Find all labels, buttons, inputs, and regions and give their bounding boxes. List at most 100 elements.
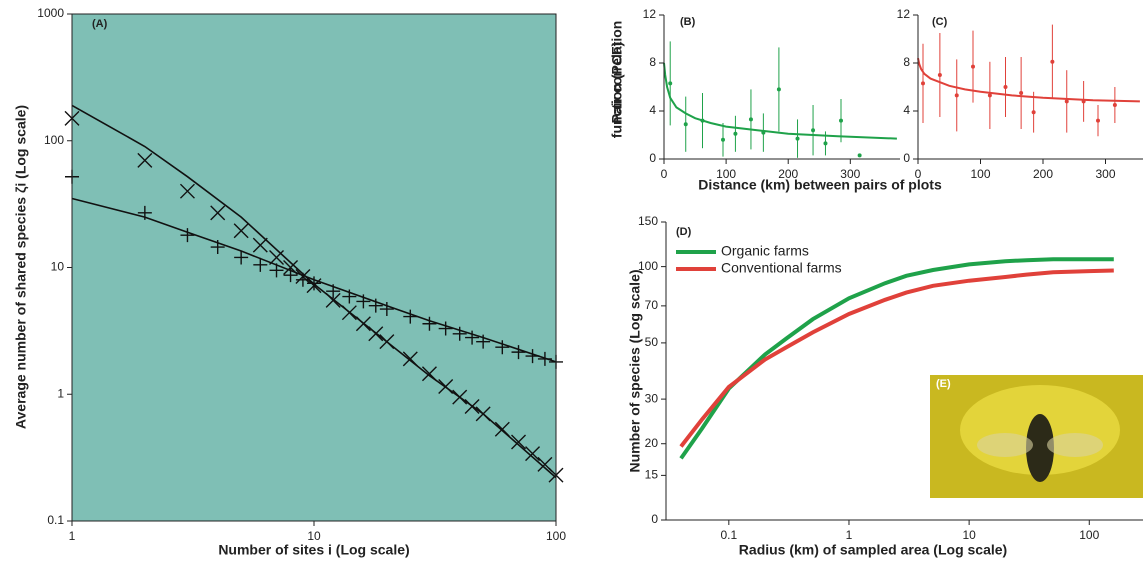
x-tick-label: 10 [307, 529, 321, 543]
x-tick-label: 0 [915, 167, 922, 181]
marker [511, 434, 527, 450]
point [795, 136, 800, 141]
legend-label: Conventional farms [721, 260, 842, 276]
marker [403, 309, 418, 324]
marker [342, 289, 357, 304]
marker [422, 316, 437, 331]
marker [179, 183, 195, 199]
y-tick-label: 4 [649, 103, 656, 117]
x-tick-label: 100 [546, 529, 566, 543]
series-line [679, 268, 1114, 448]
x-tick-label: 1 [69, 529, 76, 543]
x-tick-label: 0.1 [720, 528, 737, 542]
marker [368, 326, 384, 342]
point [1019, 91, 1024, 95]
marker [269, 249, 285, 265]
point [823, 141, 828, 146]
point [721, 137, 725, 142]
marker [438, 321, 453, 336]
panel-label: (A) [92, 18, 108, 30]
marker [356, 294, 371, 309]
y-tick-label: 10 [51, 260, 65, 274]
marker [525, 349, 540, 364]
point [776, 87, 781, 92]
marker [452, 389, 468, 405]
marker [379, 302, 394, 317]
fly-photo [930, 375, 1143, 498]
marker [475, 406, 491, 422]
marker [269, 263, 284, 278]
marker [307, 276, 321, 291]
point [700, 118, 705, 123]
point [921, 81, 925, 86]
y-tick-label: 70 [645, 298, 659, 312]
point [748, 117, 753, 122]
y-axis-label: Number of species (Log scale) [627, 269, 643, 472]
marker [464, 399, 480, 415]
x-tick-label: 100 [716, 167, 736, 181]
marker [252, 237, 268, 253]
marker [476, 334, 491, 349]
marker [253, 257, 268, 272]
point [1112, 103, 1117, 107]
photo-label: (E) [936, 378, 951, 390]
y-tick-label: 1000 [37, 6, 64, 20]
y-tick-label: 8 [649, 55, 656, 69]
point [733, 131, 738, 136]
plot [663, 41, 897, 158]
x-tick-label: 100 [1079, 528, 1099, 542]
marker [137, 205, 152, 220]
photo-wing [1047, 433, 1103, 457]
point [761, 130, 766, 135]
marker [234, 250, 249, 265]
marker [210, 240, 225, 255]
panel-label: (D) [676, 226, 692, 238]
marker [180, 228, 195, 243]
y-tick-label: 15 [645, 468, 659, 482]
photo-wing [977, 433, 1033, 457]
marker [465, 330, 480, 345]
y-tick-label: 0 [649, 151, 656, 165]
y-tick-label: 30 [645, 391, 659, 405]
point [954, 93, 959, 98]
plot [64, 104, 564, 483]
y-axis-label: Average number of shared species ζi (Log… [13, 105, 29, 429]
fit-line [917, 57, 1140, 103]
y-tick-label: 12 [897, 7, 911, 21]
marker [438, 379, 454, 395]
point [839, 118, 843, 123]
y-axis-label: Pair correlation [609, 21, 625, 124]
marker [283, 268, 298, 283]
point [668, 81, 673, 86]
legend-label: Organic farms [721, 243, 809, 259]
marker [379, 334, 395, 350]
y-tick-label: 0 [651, 512, 658, 526]
y-tick-label: 4 [903, 103, 910, 117]
point [1003, 85, 1008, 89]
x-tick-label: 10 [962, 528, 976, 542]
point [1031, 110, 1036, 115]
plot-background [72, 14, 556, 521]
point [987, 93, 992, 98]
point [1050, 59, 1055, 64]
y-tick-label: 12 [643, 7, 657, 21]
marker [233, 223, 249, 239]
marker [525, 446, 541, 462]
y-tick-label: 50 [645, 335, 659, 349]
x-tick-label: 200 [778, 167, 798, 181]
x-tick-label: 300 [1095, 167, 1115, 181]
marker [295, 272, 310, 287]
y-tick-label: 1 [57, 386, 64, 400]
point [857, 153, 862, 158]
y-tick-label: 20 [645, 436, 659, 450]
marker [511, 345, 526, 360]
marker [495, 340, 510, 355]
x-tick-label: 100 [970, 167, 990, 181]
x-axis-label: Distance (km) between pairs of plots [698, 177, 942, 193]
marker [402, 351, 418, 367]
point [1096, 118, 1100, 123]
panel-label: (B) [680, 16, 696, 28]
y-tick-label: 100 [638, 259, 658, 273]
y-tick-label: 0 [903, 151, 910, 165]
